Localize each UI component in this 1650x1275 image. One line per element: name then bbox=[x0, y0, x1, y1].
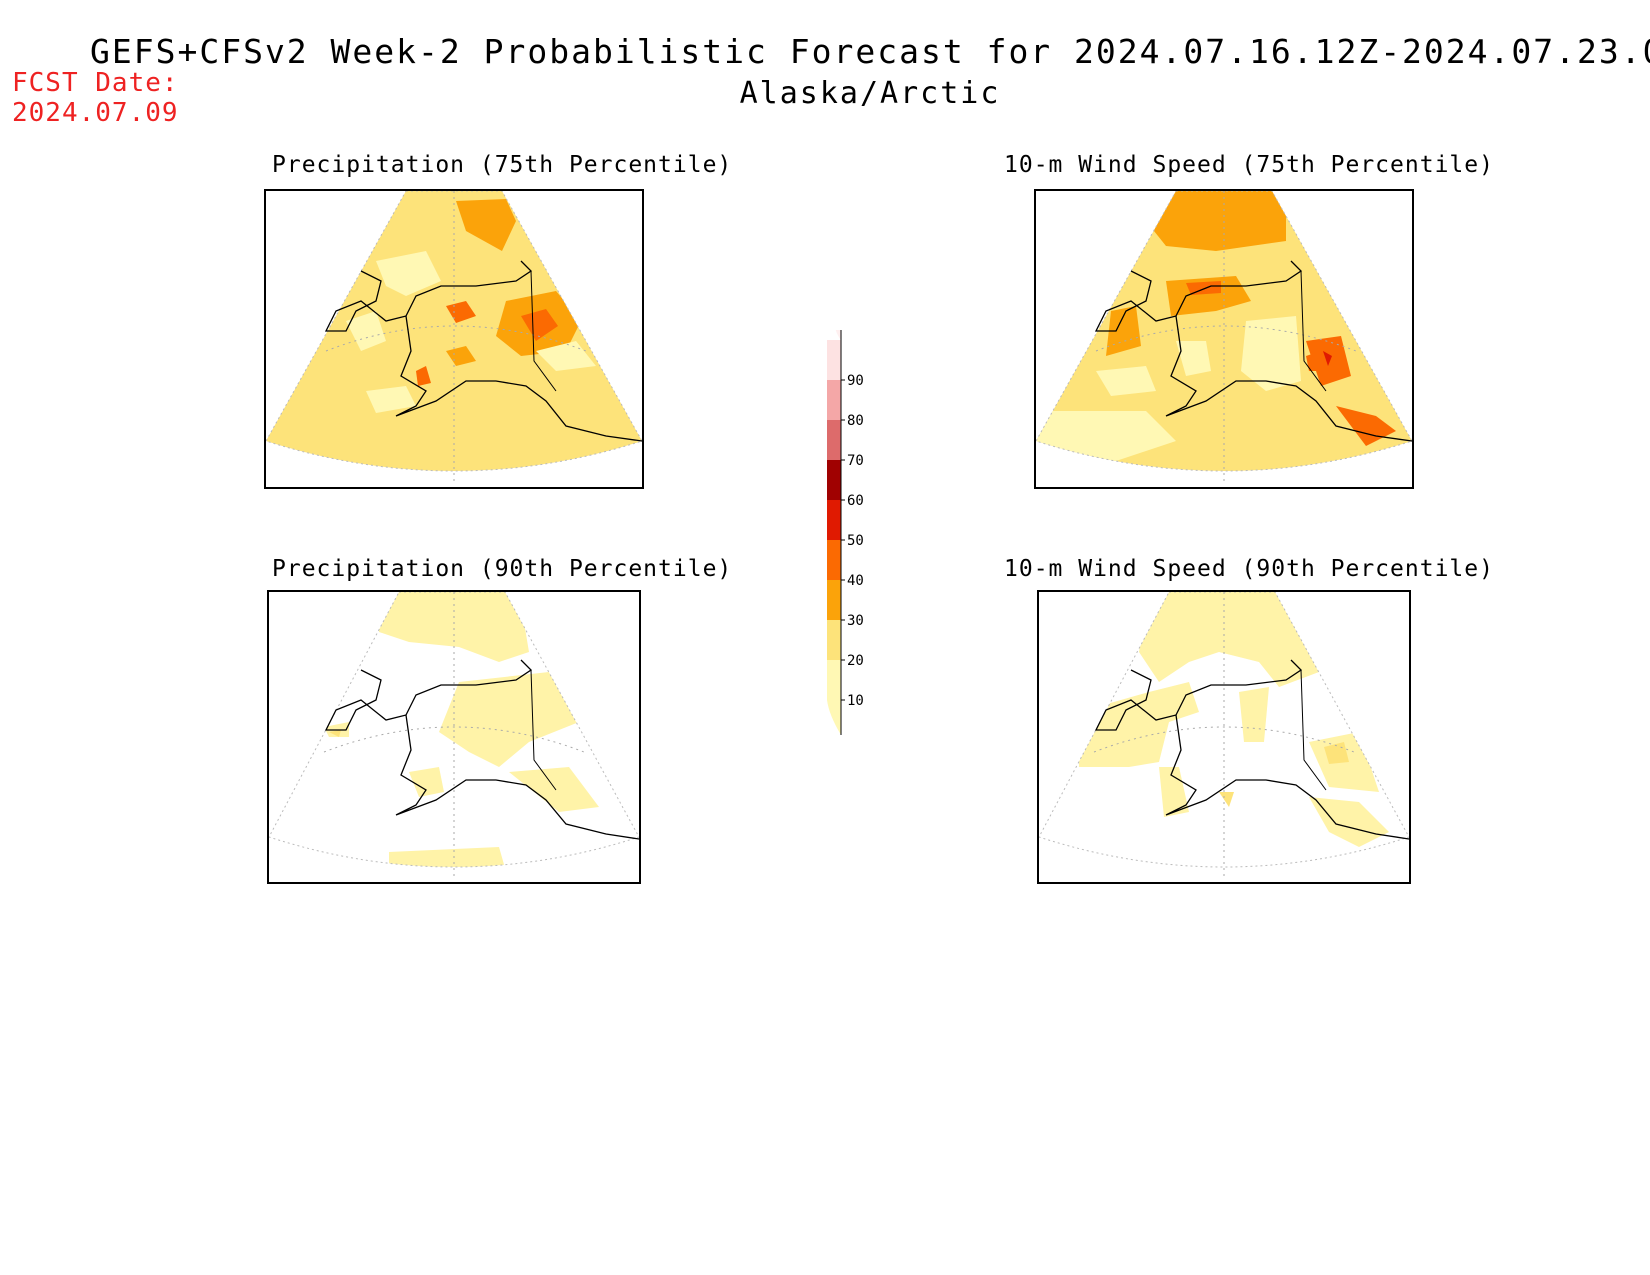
prob-area-10-20 bbox=[389, 847, 509, 867]
prob-area-10-20 bbox=[1159, 767, 1189, 817]
prob-area-10-20 bbox=[1239, 687, 1269, 742]
colorbar-tick-label: 40 bbox=[847, 573, 864, 589]
panel-title-wind-90: 10-m Wind Speed (90th Percentile) bbox=[1004, 556, 1494, 582]
prob-area-10-20 bbox=[1309, 797, 1389, 847]
map-wind-90 bbox=[1039, 592, 1409, 877]
coastline bbox=[324, 270, 642, 442]
prob-area-40-50 bbox=[521, 309, 558, 341]
prob-area-20-30 bbox=[329, 730, 341, 737]
colorbar-swatch bbox=[827, 380, 841, 420]
map-graticule bbox=[266, 191, 642, 472]
prob-area-10-20 bbox=[509, 767, 599, 812]
map-panel-wind-75 bbox=[1034, 189, 1414, 489]
border-line bbox=[1300, 270, 1327, 392]
map-graticule bbox=[323, 592, 585, 877]
map-panel-precip-75 bbox=[264, 189, 644, 489]
colorbar-tick-label: 60 bbox=[847, 493, 864, 509]
colorbar-tick-label: 20 bbox=[847, 653, 864, 669]
coastline bbox=[1094, 669, 1409, 840]
prob-area-40-50 bbox=[416, 366, 431, 386]
prob-area-10-20 bbox=[366, 386, 416, 413]
prob-area-10-20 bbox=[1176, 341, 1211, 376]
colorbar-swatch bbox=[827, 420, 841, 460]
prob-area-40-50 bbox=[1186, 281, 1221, 295]
prob-area-40-50 bbox=[1306, 351, 1324, 371]
prob-area-20-30 bbox=[1219, 792, 1234, 807]
prob-area-10-20 bbox=[1241, 316, 1301, 391]
prob-area-30-40 bbox=[1106, 306, 1141, 356]
map-graticule bbox=[1036, 191, 1412, 472]
border-line bbox=[530, 270, 557, 392]
prob-area-10-20 bbox=[1036, 411, 1176, 461]
forecast-date-label: FCST Date: bbox=[12, 68, 179, 98]
prob-field-base bbox=[266, 191, 642, 471]
prob-area-10-20 bbox=[379, 592, 529, 662]
colorbar-swatch bbox=[827, 580, 841, 620]
map-panel-wind-90 bbox=[1037, 590, 1411, 884]
panel-title-precip-90: Precipitation (90th Percentile) bbox=[272, 556, 733, 582]
colorbar-swatch bbox=[827, 340, 841, 380]
colorbar-tick-label: 70 bbox=[847, 453, 864, 469]
border-line bbox=[530, 669, 557, 791]
panel-title-wind-75: 10-m Wind Speed (75th Percentile) bbox=[1004, 152, 1494, 178]
prob-area-40-50 bbox=[1336, 406, 1396, 446]
colorbar-tick-label: 50 bbox=[847, 533, 864, 549]
prob-area-10-20 bbox=[1139, 592, 1319, 687]
prob-area-10-20 bbox=[409, 767, 444, 797]
prob-area-10-20 bbox=[439, 672, 579, 767]
map-panel-precip-90 bbox=[267, 590, 641, 884]
colorbar-tick-label: 90 bbox=[847, 373, 864, 389]
prob-area-50-60 bbox=[1323, 351, 1332, 366]
panel-title-precip-75: Precipitation (75th Percentile) bbox=[272, 152, 733, 178]
prob-area-20-30 bbox=[1324, 742, 1349, 764]
colorbar-upper-extension bbox=[827, 305, 841, 340]
prob-area-30-40 bbox=[456, 199, 516, 251]
colorbar-tick-label: 30 bbox=[847, 613, 864, 629]
map-precip-75 bbox=[266, 191, 642, 481]
prob-area-30-40 bbox=[1146, 191, 1286, 251]
colorbar-svg: 10 20 30 40 50 60 70 80 90 bbox=[827, 305, 864, 735]
colorbar: 10 20 30 40 50 60 70 80 90 bbox=[820, 305, 880, 754]
map-graticule bbox=[325, 191, 587, 481]
colorbar-tick-label: 10 bbox=[847, 693, 864, 709]
prob-area-10-20 bbox=[1096, 366, 1156, 396]
region-subtitle: Alaska/Arctic bbox=[739, 76, 1001, 111]
coastline bbox=[324, 669, 639, 840]
forecast-date-value: 2024.07.09 bbox=[12, 98, 179, 128]
forecast-date-block: FCST Date: 2024.07.09 bbox=[12, 68, 179, 128]
map-graticule bbox=[1095, 191, 1357, 481]
map-graticule bbox=[1093, 592, 1355, 877]
prob-area-10-20 bbox=[1079, 682, 1199, 767]
colorbar-swatch bbox=[827, 660, 841, 700]
colorbar-tick-label: 80 bbox=[847, 413, 864, 429]
colorbar-swatch bbox=[827, 540, 841, 580]
map-wind-75 bbox=[1036, 191, 1412, 481]
colorbar-swatch bbox=[827, 500, 841, 540]
map-precip-90 bbox=[269, 592, 639, 877]
coastline bbox=[1094, 270, 1412, 442]
main-title: GEFS+CFSv2 Week-2 Probabilistic Forecast… bbox=[90, 32, 1650, 71]
prob-area-10-20 bbox=[536, 341, 596, 371]
colorbar-swatch bbox=[827, 620, 841, 660]
border-line bbox=[1300, 669, 1327, 791]
colorbar-lower-extension bbox=[827, 700, 841, 735]
prob-area-10-20 bbox=[376, 251, 441, 296]
colorbar-swatch bbox=[827, 460, 841, 500]
